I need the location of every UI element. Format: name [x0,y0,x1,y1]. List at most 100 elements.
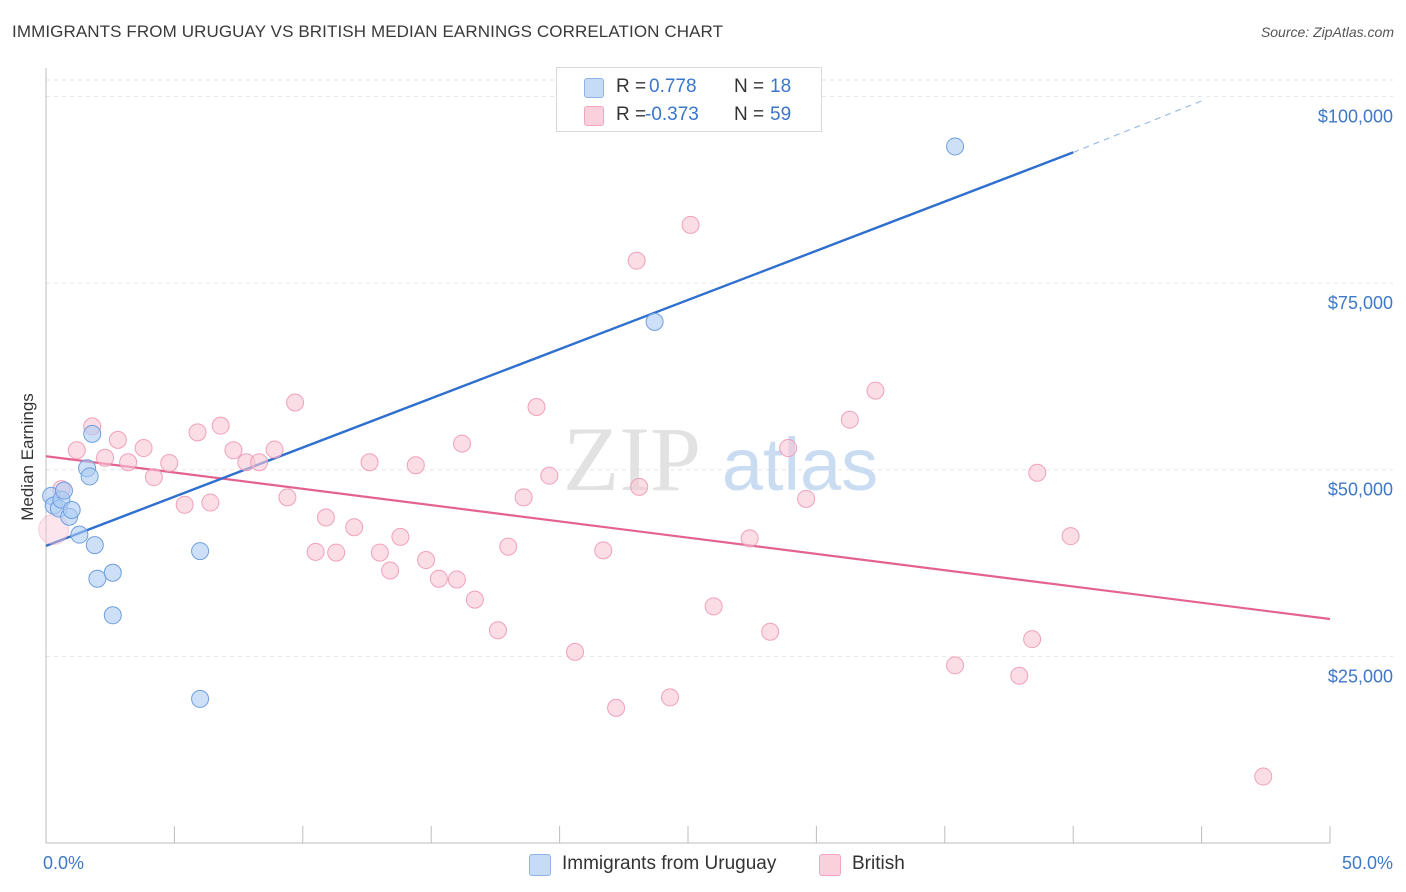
british-point [306,542,325,561]
axes [45,68,1331,844]
uruguay-trend-extension [1072,100,1202,153]
british-point [1254,767,1273,786]
british-point [119,453,138,472]
british-point [160,453,179,472]
uruguay-point [54,481,73,500]
british-point [453,434,472,453]
uruguay-point [83,424,102,443]
british-point [627,251,646,270]
british-point [761,622,780,641]
y-tick-label: $25,000 [1328,666,1393,686]
british-point [514,488,533,507]
grid-lines [46,79,1393,657]
british-point [360,453,379,472]
british-point [134,439,153,458]
british-point [704,597,723,616]
british-point [316,508,335,527]
british-point [144,468,163,487]
chart-title: IMMIGRANTS FROM URUGUAY VS BRITISH MEDIA… [12,22,724,41]
british-trend-line [45,455,1331,621]
british-swatch [584,106,604,126]
x-tick-label-min: 0.0% [43,853,84,873]
british-point [527,398,546,416]
british-point [630,477,649,496]
british-point [175,495,194,514]
watermark-atlas: atlas [722,423,878,506]
british-point [327,543,346,562]
uruguay-point [191,689,210,708]
british-point [465,590,484,609]
uruguay-point [645,312,664,331]
british-point [607,698,626,717]
y-axis-label: Median Earnings [18,393,37,521]
data-points [38,137,1273,786]
british-point [488,621,507,640]
legend-r-label: R = [616,76,647,97]
uruguay-legend-label: Immigrants from Uruguay [562,853,777,874]
legend-r-value: -0.373 [645,104,699,125]
british-point [797,489,816,508]
british-legend-swatch [819,854,841,876]
british-point [946,656,965,675]
british-point [96,448,115,467]
british-point [594,541,613,560]
trend-lines [45,100,1331,621]
uruguay-point [946,137,965,156]
uruguay-point [88,569,107,588]
legend-n-value: 18 [770,76,792,97]
british-point [740,529,759,548]
british-point [108,430,127,449]
british-point [286,393,305,412]
uruguay-swatch [584,78,604,98]
uruguay-point [103,606,122,625]
british-point [224,441,243,460]
uruguay-point [103,563,122,582]
british-legend-label: British [852,853,905,874]
british-point [447,570,466,589]
watermark-zip: ZIP [563,408,701,510]
british-point [381,561,400,580]
british-point [250,453,269,472]
british-point [370,543,389,562]
british-point [278,488,297,507]
legend-n-value: 59 [770,104,792,125]
british-point [1061,527,1080,546]
british-point [779,439,798,458]
british-point [417,551,436,570]
british-point [566,642,585,661]
british-point [681,215,700,234]
y-tick-label: $75,000 [1328,293,1393,313]
british-point [1028,463,1047,482]
british-point [429,569,448,588]
y-tick-label: $50,000 [1328,480,1393,500]
british-point [188,423,207,442]
legend-row-uruguay: R = 0.778 N = 18 [557,73,821,101]
y-tick-label: $100,000 [1318,106,1393,126]
legend-n-label: N = [734,76,765,97]
uruguay-point [191,542,210,561]
legend-r-value: 0.778 [649,76,697,97]
legend-n-label: N = [734,104,765,125]
uruguay-point [62,501,81,520]
british-point [866,381,885,400]
british-point [67,441,86,460]
uruguay-point [85,536,104,555]
axis-labels: $25,000 $50,000 $75,000 $100,000 0.0% 50.0% [43,106,1393,873]
british-point [201,493,220,512]
british-point [406,456,425,475]
british-point [345,518,364,537]
british-point [499,537,518,556]
british-point [1010,666,1029,685]
british-point [661,688,680,707]
british-point [391,527,410,546]
british-point [1023,630,1042,649]
uruguay-point [70,525,89,544]
source-label: Source: ZipAtlas.com [1260,24,1394,40]
british-point [211,416,230,435]
uruguay-point [80,467,99,486]
series-legend: Immigrants from Uruguay British [0,852,1406,878]
legend-r-label: R = [616,104,647,125]
correlation-legend: R = 0.778 N = 18 R = -0.373 N = 59 [556,67,822,132]
uruguay-trend-line [45,151,1074,547]
